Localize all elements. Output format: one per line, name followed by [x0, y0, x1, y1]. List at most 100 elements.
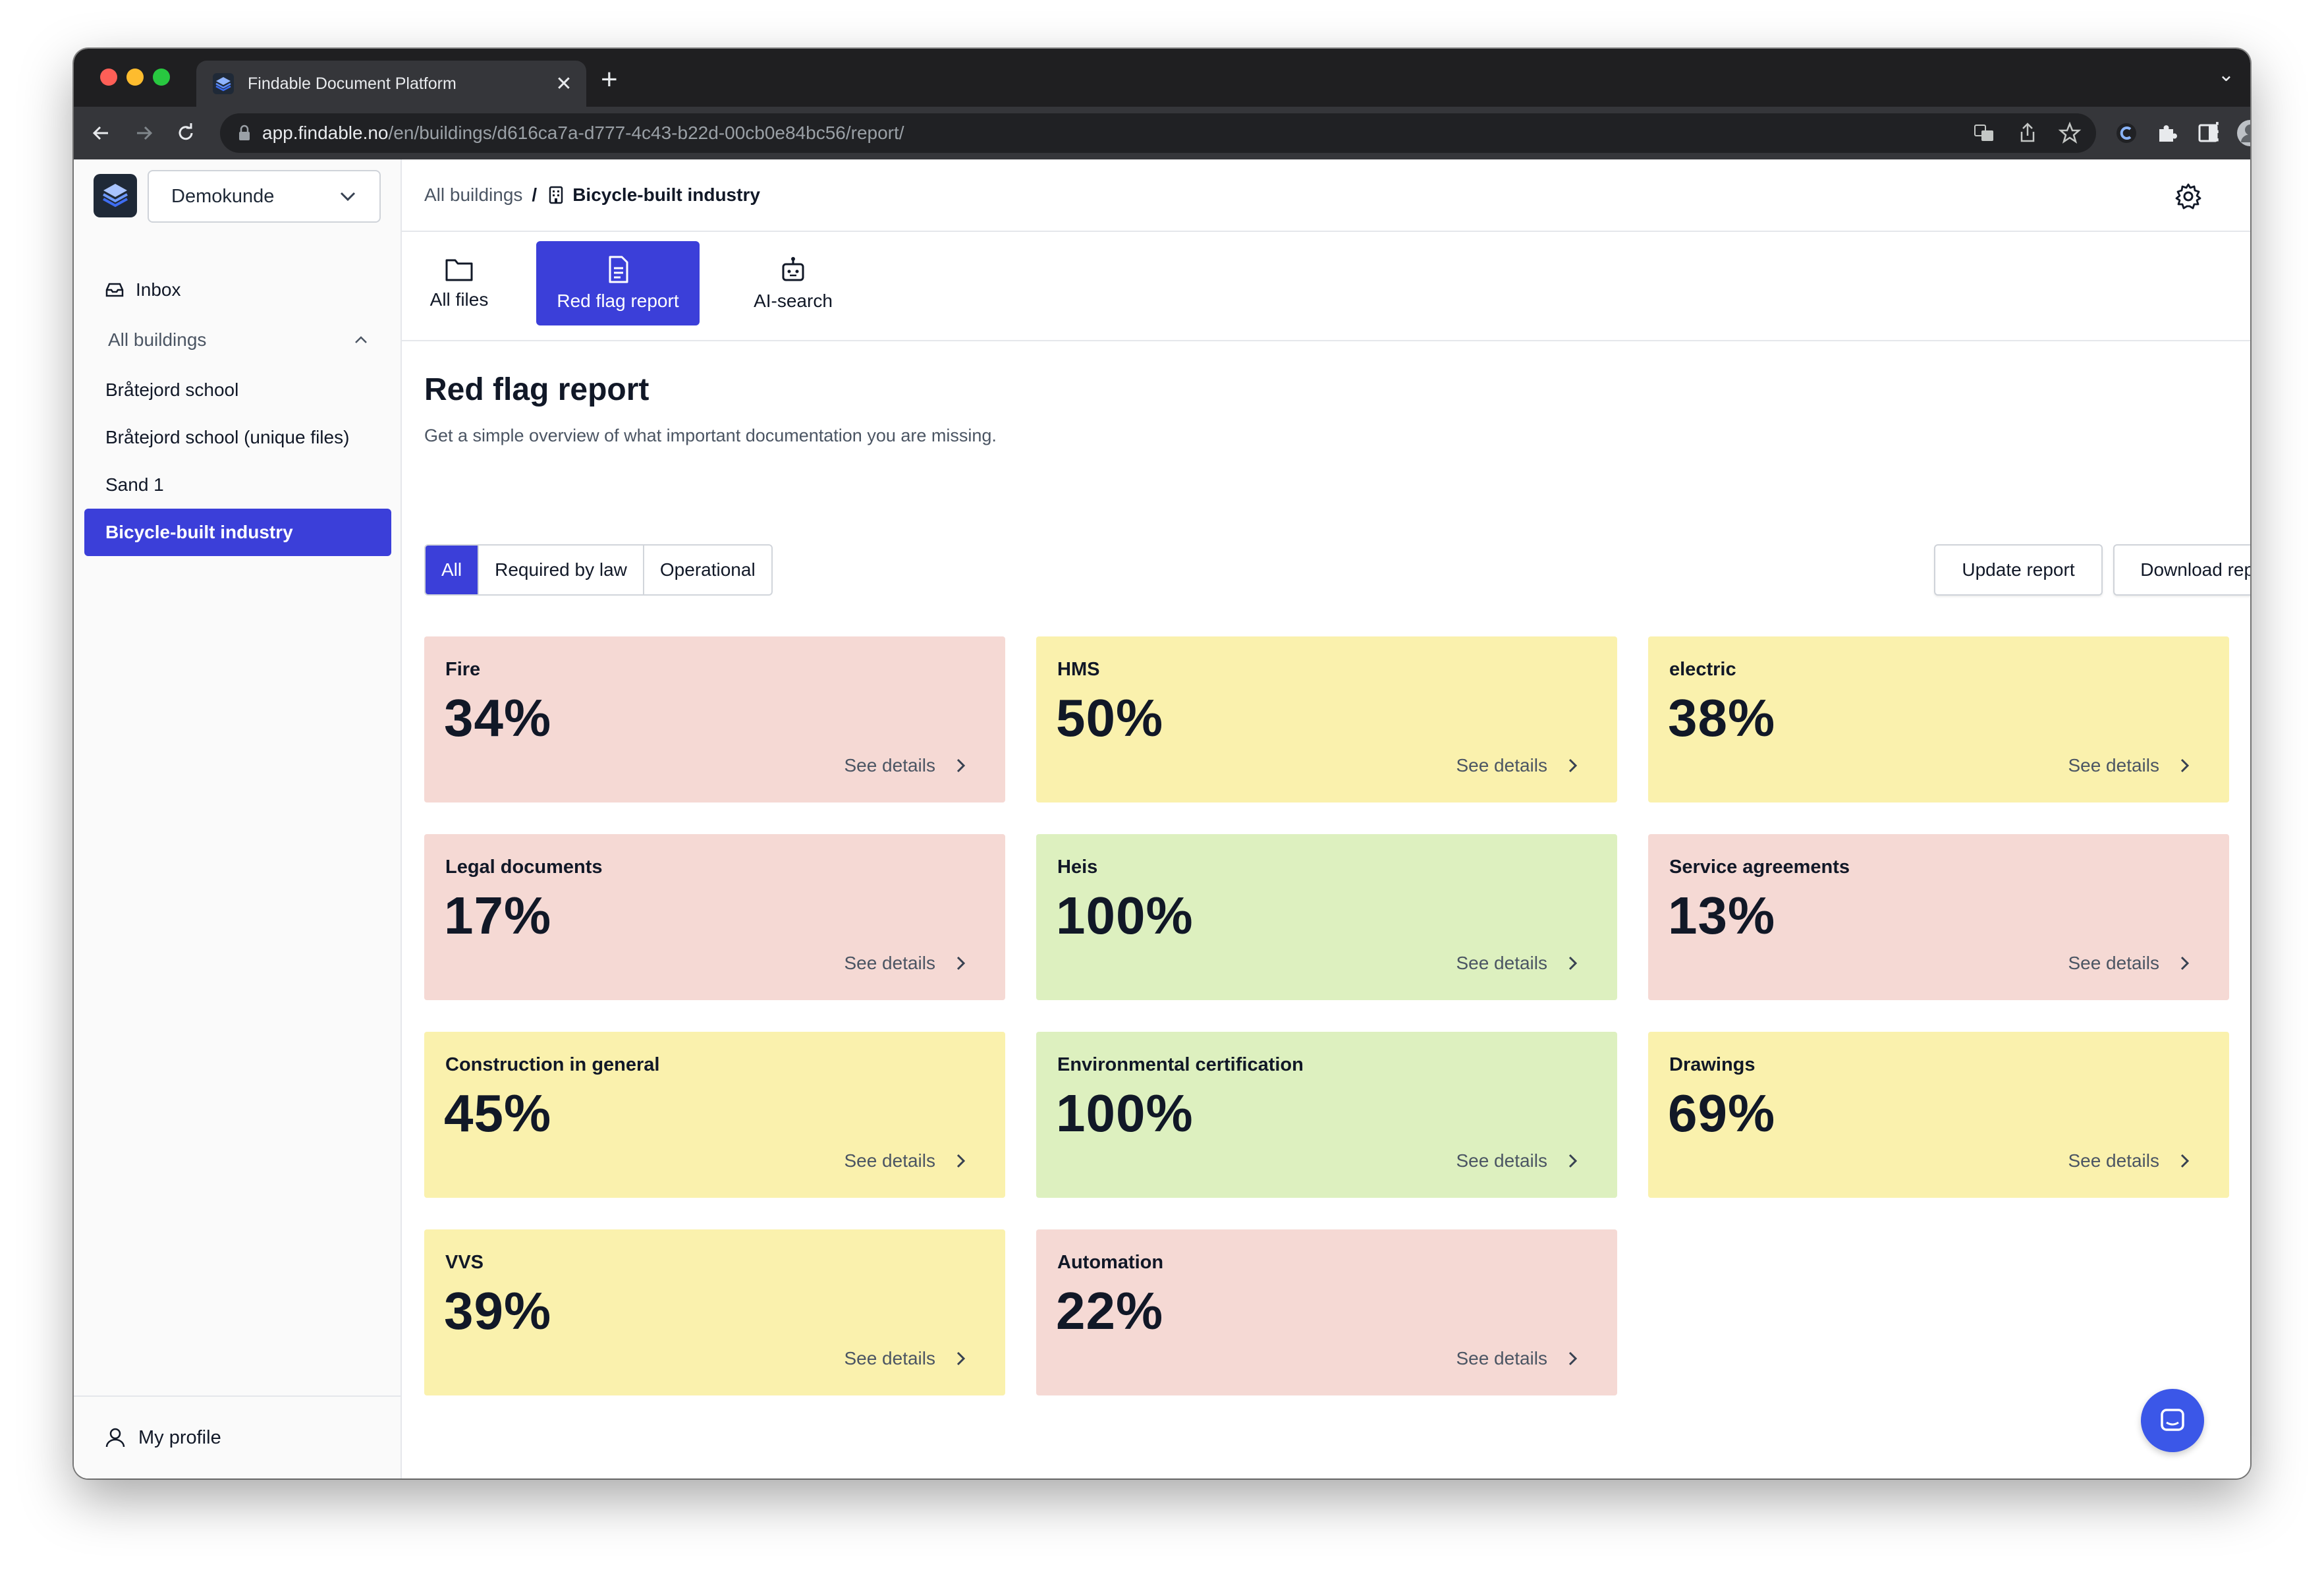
tab-red-flag-report[interactable]: Red flag report: [536, 241, 700, 325]
back-arrow-icon[interactable]: [88, 120, 115, 146]
tab-all-files[interactable]: All files: [410, 241, 509, 325]
update-report-button[interactable]: Update report: [1934, 544, 2103, 596]
sidebar-item-bratejord-school-unique[interactable]: Bråtejord school (unique files): [84, 414, 391, 461]
report-card: Heis 100% See details: [1036, 834, 1617, 1000]
see-details-link[interactable]: See details: [844, 1150, 967, 1171]
tab-label: All files: [429, 289, 489, 310]
see-details-label: See details: [2068, 953, 2159, 973]
organization-select[interactable]: Demokunde: [148, 170, 381, 223]
chevron-right-icon: [1568, 1154, 1578, 1168]
report-card: Environmental certification 100% See detai…: [1036, 1032, 1617, 1198]
chevron-right-icon: [956, 1351, 966, 1366]
close-window-button[interactable]: [100, 69, 117, 86]
sidebar-item-sand-1[interactable]: Sand 1: [84, 461, 391, 509]
report-card: Automation 22% See details: [1036, 1229, 1617, 1395]
see-details-link[interactable]: See details: [844, 755, 967, 776]
card-percentage: 50%: [1056, 689, 1164, 747]
findable-logo[interactable]: [94, 174, 137, 217]
chevron-right-icon: [1568, 1351, 1578, 1366]
tab-label: Red flag report: [557, 291, 679, 311]
logo-layers-icon: [103, 184, 128, 208]
card-category-name: Heis: [1057, 857, 1098, 878]
sidebar-item-label: Bråtejord school: [105, 380, 239, 400]
card-category-name: electric: [1669, 659, 1736, 680]
extension-c-icon[interactable]: [2115, 121, 2138, 145]
see-details-label: See details: [1456, 1150, 1547, 1171]
building-icon: [549, 186, 563, 204]
card-percentage: 34%: [444, 689, 552, 747]
main-content: All buildings / Bicycle-built industry: [402, 159, 2250, 1478]
address-bar[interactable]: app.findable.no/en/buildings/d616ca7a-d7…: [220, 113, 2096, 153]
bookmark-star-icon[interactable]: [2058, 121, 2082, 145]
filter-required-by-law[interactable]: Required by law: [479, 546, 644, 594]
extensions-puzzle-icon[interactable]: [2155, 121, 2179, 145]
sidebar-item-inbox[interactable]: Inbox: [84, 266, 391, 314]
see-details-link[interactable]: See details: [2068, 1150, 2191, 1171]
tab-ai-search[interactable]: AI-search: [729, 241, 858, 325]
see-details-label: See details: [844, 1348, 935, 1368]
filter-all[interactable]: All: [426, 546, 480, 594]
card-category-name: VVS: [445, 1252, 484, 1273]
chevron-right-icon: [956, 758, 966, 773]
see-details-label: See details: [844, 1150, 935, 1171]
breadcrumb: All buildings / Bicycle-built industry: [402, 159, 2250, 232]
card-percentage: 39%: [444, 1281, 552, 1340]
side-panel-icon[interactable]: [2196, 121, 2220, 145]
sidebar: Demokunde Inbox All buildings Brå: [74, 159, 402, 1478]
see-details-label: See details: [844, 755, 935, 775]
card-percentage: 45%: [444, 1084, 552, 1142]
chevron-up-icon: [355, 336, 367, 343]
view-tabs: All files Red flag report: [402, 233, 2250, 341]
chevron-right-icon: [1568, 758, 1578, 773]
share-icon[interactable]: [2016, 121, 2039, 145]
card-category-name: Construction in general: [445, 1054, 660, 1075]
my-profile-link[interactable]: My profile: [74, 1395, 401, 1478]
maximize-window-button[interactable]: [153, 69, 170, 86]
tab-title: Findable Document Platform: [248, 74, 456, 93]
robot-icon: [782, 257, 804, 281]
see-details-link[interactable]: See details: [844, 1348, 967, 1369]
chevron-right-icon: [2180, 956, 2190, 971]
report-card: HMS 50% See details: [1036, 636, 1617, 802]
sidebar-group-all-buildings[interactable]: All buildings: [84, 316, 391, 364]
page-title: Red flag report: [424, 372, 650, 407]
reload-icon[interactable]: [173, 120, 199, 146]
see-details-link[interactable]: See details: [844, 953, 967, 974]
card-percentage: 100%: [1056, 886, 1194, 945]
chat-support-button[interactable]: [2141, 1389, 2204, 1452]
see-details-link[interactable]: See details: [2068, 953, 2191, 974]
gear-icon[interactable]: [2174, 182, 2203, 211]
see-details-link[interactable]: See details: [1456, 953, 1579, 974]
card-percentage: 17%: [444, 886, 552, 945]
report-card: Service agreements 13% See details: [1648, 834, 2229, 1000]
see-details-link[interactable]: See details: [1456, 755, 1579, 776]
see-details-link[interactable]: See details: [1456, 1348, 1579, 1369]
report-card: Legal documents 17% See details: [424, 834, 1005, 1000]
download-report-button[interactable]: Download report: [2113, 544, 2250, 596]
chevron-right-icon: [2180, 1154, 2190, 1168]
translate-icon[interactable]: [1972, 121, 1996, 145]
filter-operational[interactable]: Operational: [659, 559, 756, 580]
close-tab-icon[interactable]: ✕: [555, 72, 572, 95]
profile-avatar-icon[interactable]: [2236, 119, 2250, 148]
sidebar-item-bratejord-school[interactable]: Bråtejord school: [84, 366, 391, 414]
see-details-link[interactable]: See details: [2068, 755, 2191, 776]
sidebar-item-bicycle-built-industry[interactable]: Bicycle-built industry: [84, 509, 391, 556]
forward-arrow-icon[interactable]: [130, 120, 157, 146]
see-details-label: See details: [1456, 1348, 1547, 1368]
chevron-right-icon: [956, 1154, 966, 1168]
card-category-name: Drawings: [1669, 1054, 1756, 1075]
see-details-link[interactable]: See details: [1456, 1150, 1579, 1171]
minimize-window-button[interactable]: [126, 69, 144, 86]
sidebar-item-label: Sand 1: [105, 474, 164, 495]
browser-menu-icon[interactable]: ⋮: [2205, 117, 2229, 144]
browser-tab[interactable]: Findable Document Platform ✕: [196, 61, 586, 107]
document-icon: [609, 256, 628, 283]
sidebar-group-label: All buildings: [108, 329, 207, 350]
tab-search-chevron-icon[interactable]: ⌄: [2217, 64, 2234, 86]
new-tab-button[interactable]: +: [601, 63, 618, 96]
breadcrumb-all-buildings[interactable]: All buildings: [424, 184, 523, 205]
chevron-right-icon: [1568, 956, 1578, 971]
report-card: VVS 39% See details: [424, 1229, 1005, 1395]
card-category-name: Environmental certification: [1057, 1054, 1304, 1075]
